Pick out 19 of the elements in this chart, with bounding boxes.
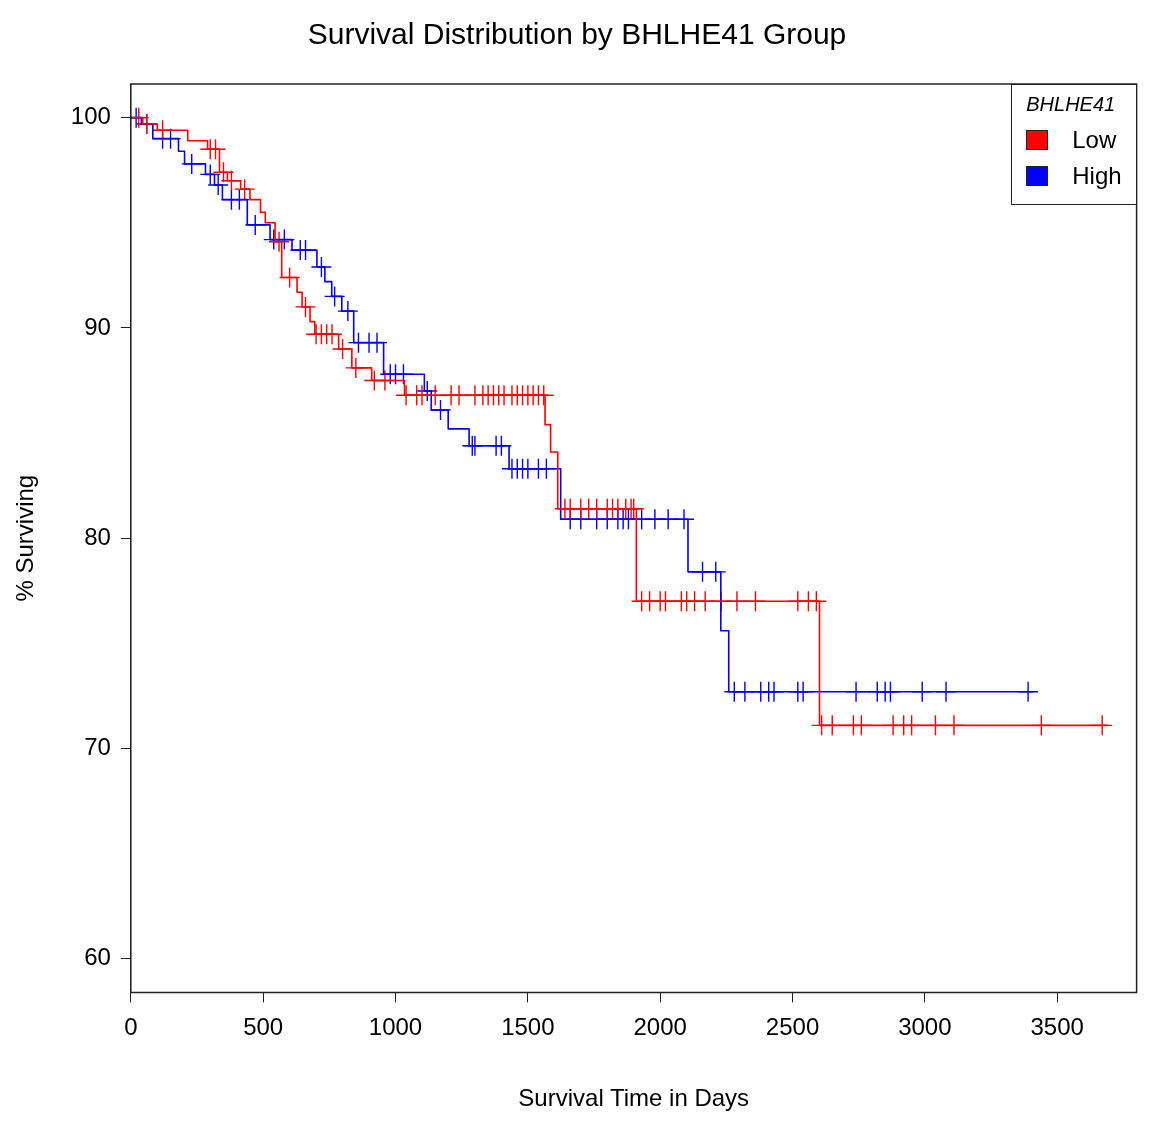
y-tick-label: 100 <box>70 102 111 130</box>
y-tick-label: 60 <box>84 943 111 971</box>
legend-title: BHLHE41 <box>1026 93 1117 116</box>
y-tick-label: 80 <box>84 522 111 550</box>
chart-title: Survival Distribution by BHLHE41 Group <box>307 17 847 51</box>
y-axis-title: % Surviving <box>11 474 39 602</box>
legend-label: Low <box>1072 125 1117 155</box>
x-tick-label: 1000 <box>368 1013 423 1041</box>
x-tick-label: 1500 <box>501 1013 555 1041</box>
x-tick-label: 3500 <box>1030 1013 1084 1041</box>
x-tick-label: 0 <box>124 1013 138 1041</box>
x-axis-title: Survival Time in Days <box>518 1084 750 1112</box>
x-tick-label: 500 <box>243 1013 284 1041</box>
x-tick-label: 2500 <box>765 1013 820 1041</box>
x-tick-label: 3000 <box>898 1013 952 1041</box>
x-tick-label: 2000 <box>633 1013 687 1041</box>
y-tick-label: 70 <box>84 733 111 761</box>
y-tick-label: 90 <box>84 312 111 340</box>
legend-label: High <box>1072 161 1122 191</box>
